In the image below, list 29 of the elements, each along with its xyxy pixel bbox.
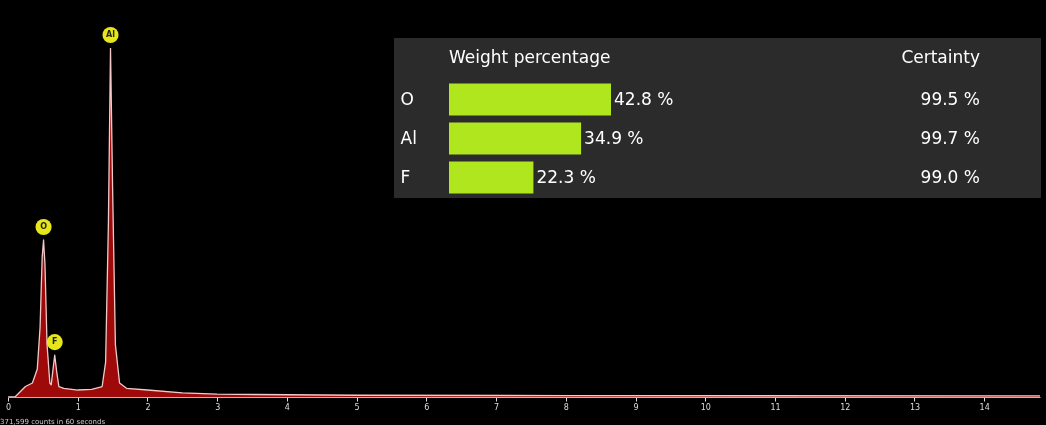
y-tick-label: Al: [400, 127, 417, 148]
x-tick-label: 3: [215, 402, 221, 412]
x-tick-label: 6: [424, 402, 430, 412]
x-tick-label: 2: [145, 402, 151, 412]
annotation: 99.0 %: [920, 166, 980, 187]
annotation: F: [51, 337, 58, 347]
annotation: O: [40, 221, 48, 231]
x-tick-label: 1: [75, 402, 81, 412]
x-tick-label: 14: [979, 402, 990, 412]
x-tick-label: 12: [840, 402, 851, 412]
data-label: 42.8 %: [614, 88, 674, 109]
x-tick-label: 8: [563, 402, 569, 412]
x-tick-label: 10: [700, 402, 711, 412]
annotation: 99.7 %: [920, 127, 980, 148]
annotation: Certainty: [901, 47, 980, 67]
x-tick-label: 0: [5, 402, 12, 412]
x-tick-label: 9: [633, 402, 639, 412]
x-tick-label: 7: [494, 402, 500, 412]
y-tick-label: F: [400, 166, 411, 187]
x-tick-label: 5: [354, 402, 360, 412]
data-label: 22.3 %: [536, 166, 596, 187]
annotation: 99.5 %: [920, 88, 980, 109]
annotation: Al: [106, 30, 116, 39]
y-tick-label: O: [400, 88, 414, 109]
chart-title: Weight percentage: [449, 47, 611, 67]
x-tick-label: 4: [284, 402, 290, 412]
x-tick-label: 11: [770, 402, 781, 412]
data-label: 34.9 %: [584, 127, 644, 148]
x-tick-label: 13: [909, 402, 921, 412]
